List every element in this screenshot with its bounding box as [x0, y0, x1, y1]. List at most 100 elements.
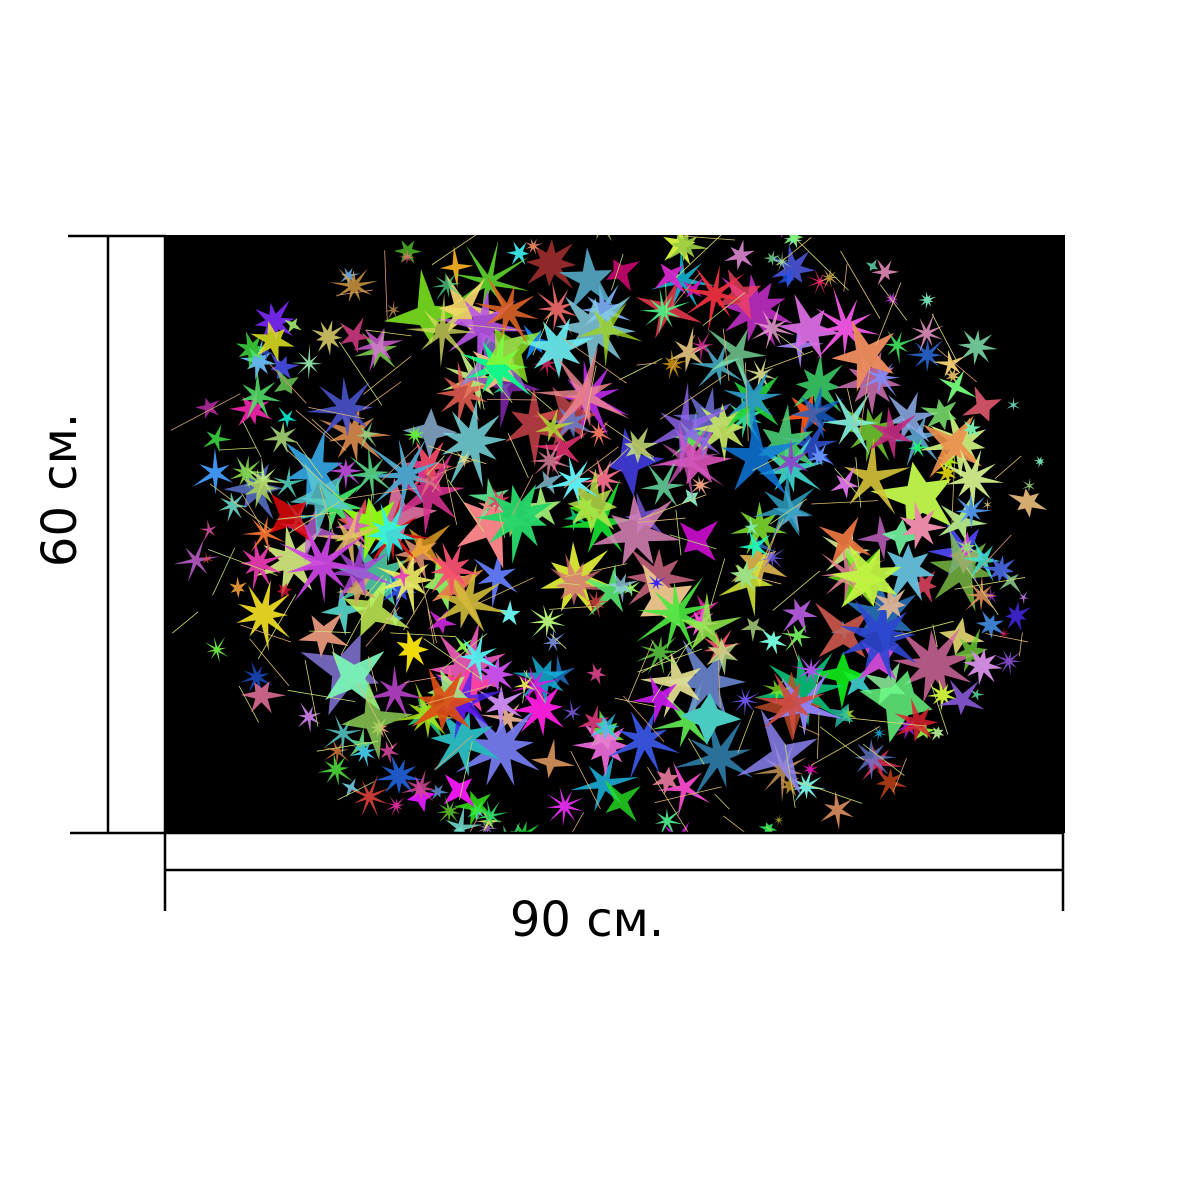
star-ray — [209, 483, 271, 530]
star — [740, 617, 766, 642]
star-ray — [862, 743, 905, 776]
star — [320, 586, 369, 636]
star-ray — [403, 574, 439, 631]
star — [586, 663, 607, 685]
star — [780, 393, 830, 443]
star — [724, 239, 755, 271]
star — [783, 235, 804, 249]
star — [376, 554, 435, 616]
star — [204, 636, 229, 663]
star-ray — [623, 695, 665, 743]
star-ray — [340, 487, 417, 501]
star — [454, 790, 495, 827]
star-ray — [776, 237, 812, 266]
star — [576, 302, 643, 368]
star — [348, 774, 390, 818]
star — [349, 727, 375, 758]
star — [273, 466, 306, 499]
star — [607, 711, 681, 780]
star-ray — [766, 826, 775, 833]
star — [466, 342, 542, 429]
star — [436, 795, 462, 824]
star — [680, 592, 743, 651]
star — [815, 286, 881, 360]
star-ray — [798, 725, 820, 736]
star — [729, 687, 760, 717]
star — [844, 437, 911, 515]
star-ray — [278, 512, 336, 520]
star — [404, 293, 476, 368]
star — [235, 331, 266, 370]
star — [383, 269, 472, 344]
star — [773, 439, 809, 477]
star-ray — [170, 393, 241, 431]
star — [830, 465, 859, 499]
star — [526, 239, 577, 290]
star — [551, 405, 593, 439]
star — [884, 330, 915, 364]
star — [647, 421, 725, 500]
star — [374, 754, 423, 795]
star-ray — [847, 582, 892, 614]
star — [706, 637, 739, 676]
star — [937, 679, 985, 716]
star — [297, 702, 322, 734]
star — [788, 768, 827, 803]
star — [791, 656, 828, 686]
star — [742, 357, 778, 393]
star-ray — [365, 607, 400, 647]
star — [285, 430, 343, 509]
star-ray — [207, 548, 278, 576]
star — [606, 427, 665, 497]
width-label: 90 см. — [510, 892, 664, 948]
star-ray — [846, 388, 857, 428]
star — [999, 571, 1022, 594]
star — [243, 456, 285, 498]
star-ray — [362, 381, 402, 410]
star — [579, 457, 624, 504]
star — [531, 426, 589, 473]
star — [815, 602, 870, 658]
star-ray — [340, 603, 370, 655]
star — [606, 259, 640, 292]
star — [544, 455, 600, 505]
star — [385, 795, 405, 816]
star-ray — [379, 444, 420, 483]
star-ray — [427, 445, 487, 465]
star — [939, 617, 985, 656]
star — [664, 821, 690, 833]
star — [240, 539, 284, 591]
star-ray — [436, 458, 477, 476]
star-ray — [364, 574, 384, 598]
star — [656, 761, 711, 817]
star-ray — [611, 253, 624, 291]
star — [536, 281, 578, 336]
star-ray — [367, 656, 378, 692]
star — [412, 463, 443, 501]
star — [508, 195, 552, 227]
star-ray — [311, 418, 347, 451]
star-ray — [714, 793, 730, 810]
star-ray — [563, 446, 619, 489]
star-ray — [240, 624, 292, 643]
star — [894, 698, 939, 743]
star — [624, 427, 659, 464]
star-ray — [498, 513, 506, 538]
star-ray — [636, 362, 657, 366]
star — [1005, 601, 1031, 632]
star-ray — [723, 815, 745, 833]
star — [730, 501, 788, 555]
star — [240, 681, 286, 714]
star — [744, 516, 759, 536]
star — [754, 672, 826, 741]
star — [391, 565, 411, 588]
star-ray — [288, 501, 340, 534]
star-ray — [637, 517, 686, 523]
star — [775, 324, 825, 369]
star-ray — [702, 292, 746, 326]
star — [429, 542, 480, 600]
star-ray — [752, 518, 784, 579]
star-ray — [242, 421, 262, 458]
star — [690, 475, 713, 496]
